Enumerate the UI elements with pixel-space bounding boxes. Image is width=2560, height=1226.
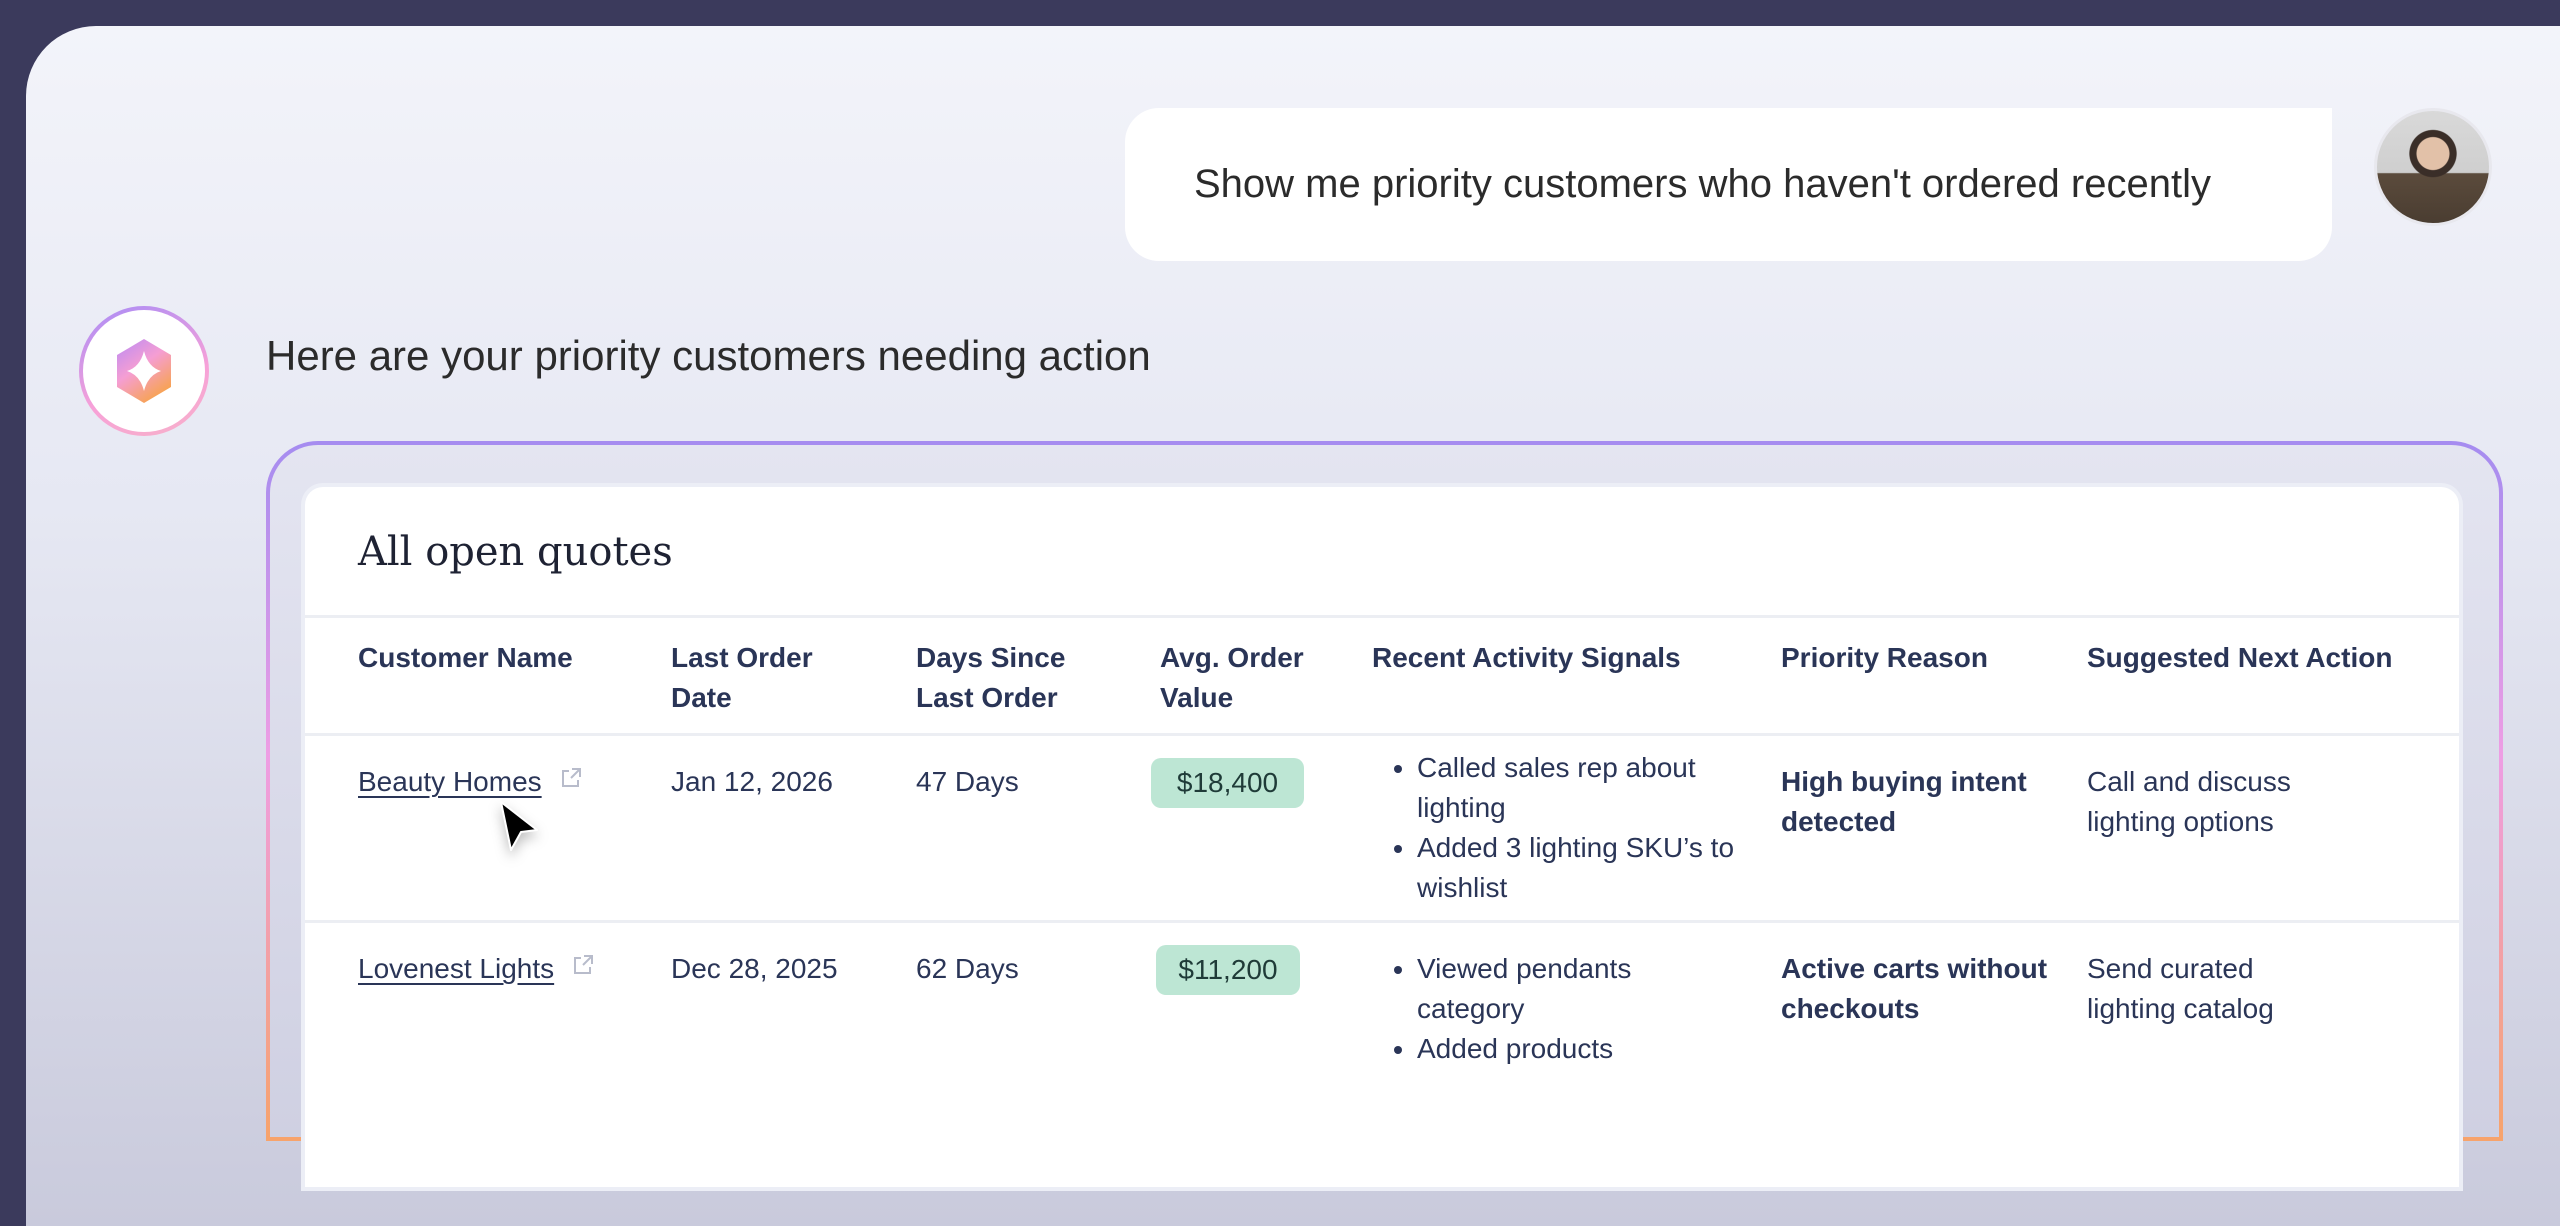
- assistant-avatar: [79, 306, 209, 436]
- card-title: All open quotes: [358, 529, 673, 575]
- external-link-icon[interactable]: [560, 767, 582, 789]
- header-next-action: Suggested Next Action: [2087, 642, 2393, 673]
- activity-signals: Viewed pendants categoryAdded products: [1372, 949, 1692, 1069]
- days-since: 62 Days: [916, 953, 1019, 984]
- header-last-order-date: Last Order Date: [671, 642, 813, 713]
- user-avatar[interactable]: [2374, 108, 2492, 226]
- avg-order-value-badge: $18,400: [1151, 758, 1304, 808]
- customer-link[interactable]: Beauty Homes: [358, 766, 542, 797]
- last-order-date: Jan 12, 2026: [671, 766, 833, 797]
- signal-item: Viewed pendants category: [1417, 949, 1692, 1029]
- signal-item: Called sales rep about lighting: [1417, 748, 1752, 828]
- assistant-logo-icon: [117, 339, 171, 403]
- external-link-icon[interactable]: [572, 954, 594, 976]
- days-since: 47 Days: [916, 766, 1019, 797]
- divider: [305, 920, 2459, 923]
- divider: [305, 615, 2459, 618]
- last-order-date: Dec 28, 2025: [671, 953, 838, 984]
- header-customer-name: Customer Name: [358, 642, 573, 673]
- priority-reason: High buying intent detected: [1781, 766, 2027, 837]
- header-priority-reason: Priority Reason: [1781, 642, 1988, 673]
- table-row-customer: Lovenest Lights: [358, 949, 594, 989]
- mouse-cursor-icon: [500, 801, 538, 851]
- user-message-text: Show me priority customers who haven't o…: [1194, 162, 2211, 206]
- avg-order-value-badge: $11,200: [1156, 945, 1300, 995]
- header-recent-activity: Recent Activity Signals: [1372, 642, 1681, 673]
- assistant-message-text: Here are your priority customers needing…: [266, 332, 1151, 379]
- next-action: Send curated lighting catalog: [2087, 953, 2274, 1024]
- next-action: Call and discuss lighting options: [2087, 766, 2291, 837]
- quotes-card: All open quotes Customer Name Last Order…: [305, 487, 2459, 1187]
- header-days-since: Days Since Last Order: [916, 642, 1066, 713]
- user-message-bubble: Show me priority customers who haven't o…: [1125, 108, 2332, 261]
- activity-signals: Called sales rep about lightingAdded 3 l…: [1372, 748, 1752, 908]
- divider: [305, 733, 2459, 736]
- signal-item: Added 3 lighting SKU’s to wishlist: [1417, 828, 1752, 908]
- priority-reason: Active carts without checkouts: [1781, 953, 2048, 1024]
- customer-link[interactable]: Lovenest Lights: [358, 953, 555, 984]
- header-avg-order-value: Avg. Order Value: [1160, 642, 1304, 713]
- table-row-customer: Beauty Homes: [358, 762, 582, 802]
- signal-item: Added products: [1417, 1029, 1692, 1069]
